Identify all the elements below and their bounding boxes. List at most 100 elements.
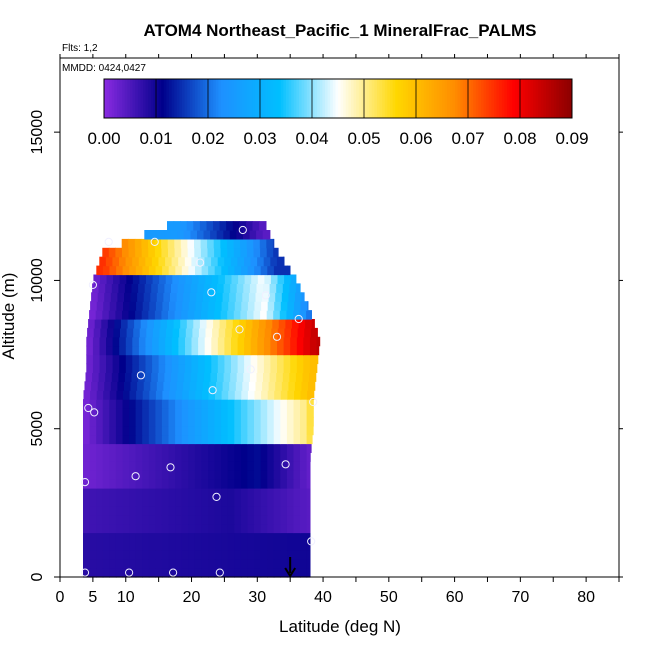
heatmap-cell — [178, 274, 187, 284]
heatmap-cell — [122, 443, 130, 453]
heatmap-cell — [306, 541, 311, 551]
heatmap-cell — [263, 372, 271, 382]
colorbar-segment — [296, 79, 300, 118]
heatmap-cell — [288, 292, 296, 302]
heatmap-cell — [239, 319, 247, 329]
heatmap-cell — [129, 434, 137, 445]
heatmap-cell — [281, 381, 289, 391]
heatmap-cell — [286, 470, 295, 480]
heatmap-cell — [300, 559, 308, 569]
heatmap-cell — [208, 452, 216, 462]
heatmap-cell — [102, 434, 110, 445]
heatmap-cell — [181, 479, 189, 489]
heatmap-cell — [161, 559, 170, 569]
heatmap-cell — [148, 541, 156, 551]
heatmap-cell — [188, 265, 196, 276]
colorbar-segment — [457, 79, 461, 118]
heatmap-cell — [260, 505, 268, 516]
heatmap-cell — [175, 532, 183, 542]
heatmap-cell — [300, 479, 308, 489]
colorbar-segment — [174, 79, 178, 118]
heatmap-cell — [165, 256, 173, 267]
heatmap-cell — [175, 265, 183, 276]
heatmap-cell — [96, 505, 104, 516]
heatmap-cell — [188, 461, 196, 471]
heatmap-cell — [221, 301, 229, 311]
y-tick-label: 0 — [29, 572, 46, 581]
heatmap-cell — [142, 505, 150, 516]
heatmap-cell — [254, 514, 262, 525]
heatmap-cell — [181, 452, 189, 462]
heatmap-cell — [273, 488, 281, 498]
colorbar-segment — [200, 79, 204, 118]
x-tick-label: 80 — [577, 589, 595, 606]
heatmap-cell — [148, 523, 156, 534]
heatmap-cell — [221, 425, 229, 436]
sample-point — [207, 288, 216, 297]
heatmap-cell — [105, 283, 113, 293]
heatmap-cell — [208, 559, 216, 569]
heatmap-cell — [280, 452, 288, 462]
heatmap-cell — [96, 443, 104, 453]
heatmap-cell — [161, 550, 170, 560]
heatmap-cell — [109, 301, 117, 311]
heatmap-cell — [168, 496, 176, 507]
heatmap-cell — [255, 381, 263, 391]
heatmap-cell — [175, 505, 183, 516]
colorbar-segment — [312, 79, 316, 118]
heatmap-cell — [195, 301, 203, 311]
colorbar-tick-label: 0.00 — [87, 129, 120, 148]
heatmap-cell — [83, 416, 91, 427]
heatmap-cell — [296, 345, 304, 356]
heatmap-cell — [245, 327, 253, 338]
heatmap-cell — [273, 532, 281, 542]
heatmap-cell — [309, 345, 318, 356]
sample-point — [281, 460, 290, 469]
heatmap-cell — [152, 274, 160, 284]
heatmap-cell — [168, 479, 176, 489]
heatmap-cell — [194, 568, 202, 578]
colorbar-segment — [184, 79, 188, 118]
heatmap-cell — [122, 496, 130, 507]
heatmap-cell — [198, 274, 206, 284]
heatmap-cell — [135, 461, 143, 471]
heatmap-cell — [89, 488, 97, 498]
heatmap-cell — [254, 505, 262, 516]
heatmap-cell — [181, 523, 189, 534]
sample-point — [80, 568, 90, 577]
colorbar-segment — [280, 79, 284, 118]
heatmap-cell — [116, 265, 124, 276]
heatmap-cell — [128, 310, 136, 320]
heatmap-cell — [254, 452, 262, 462]
heatmap-cell — [175, 301, 183, 311]
heatmap-cell — [208, 568, 216, 578]
heatmap-cell — [143, 292, 151, 302]
heatmap-cell — [260, 452, 268, 462]
heatmap-cell — [138, 354, 147, 365]
heatmap-cell — [234, 550, 242, 560]
heatmap-cell — [196, 292, 204, 302]
heatmap-cell — [83, 399, 91, 409]
heatmap-cell — [235, 381, 243, 391]
heatmap-cell — [181, 568, 189, 578]
heatmap-cell — [280, 461, 288, 471]
heatmap-cell — [267, 496, 275, 507]
colorbar-segment — [226, 79, 230, 118]
heatmap-cell — [161, 416, 170, 427]
heatmap-cell — [221, 568, 229, 578]
heatmap-cell — [223, 372, 231, 382]
heatmap-cell — [96, 568, 104, 578]
heatmap-cell — [116, 390, 124, 400]
heatmap-cell — [177, 372, 185, 382]
y-axis-label: Altitude (m) — [0, 273, 18, 360]
heatmap-cell — [188, 443, 196, 453]
colorbar-segment — [241, 79, 245, 118]
heatmap-cell — [241, 390, 249, 400]
sample-point — [261, 291, 270, 300]
heatmap-cell — [316, 363, 318, 373]
heatmap-cell — [194, 479, 202, 489]
colorbar-segment — [418, 79, 422, 118]
heatmap-cell — [231, 345, 239, 356]
heatmap-cell — [251, 274, 259, 284]
heatmap-cell — [171, 336, 179, 347]
